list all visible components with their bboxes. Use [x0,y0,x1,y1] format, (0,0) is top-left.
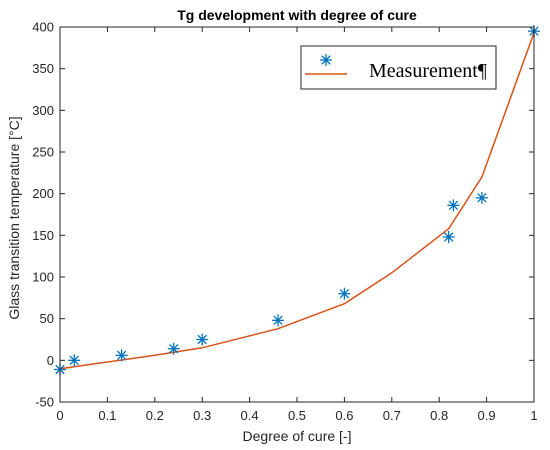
legend: Measurement¶ [300,45,497,90]
data-point-marker [442,231,455,243]
data-point-marker [475,191,488,204]
x-tick-label: 0.2 [146,408,164,423]
data-point-marker [272,314,285,327]
x-tick-label: 1 [530,408,537,423]
x-tick-label: 0.5 [288,408,306,423]
data-point-marker [167,342,180,355]
x-tick-label: 0.8 [430,408,448,423]
x-tick-label: 0.6 [335,408,353,423]
data-point-marker [115,349,128,362]
legend-box [300,45,497,90]
data-point-marker [68,354,81,367]
legend-asterisk [320,54,332,66]
x-tick-label: 0.4 [241,408,259,423]
y-tick-label: 100 [32,270,54,285]
y-tick-label: 400 [32,20,54,35]
x-tick-label: 0 [56,408,63,423]
chart-title: Tg development with degree of cure [177,7,417,23]
x-axis-label: Degree of cure [-] [243,428,352,444]
y-tick-label: 350 [32,61,54,76]
y-tick-label: 50 [40,311,54,326]
y-tick-label: 150 [32,228,54,243]
x-tick-label: 0.3 [193,408,211,423]
x-tick-label: 0.7 [383,408,401,423]
legend-asterisk-marker [320,54,332,66]
y-axis-label: Glass transition temperature [°C] [6,116,22,319]
x-tick-label: 0.1 [98,408,116,423]
data-point-marker [447,199,460,212]
legend-label-measurement: Measurement¶ [369,60,487,82]
data-point-marker [338,287,351,300]
fit-line [59,32,535,370]
y-tick-label: 250 [32,145,54,160]
series-layer [54,25,540,376]
data-point-marker [196,333,209,346]
y-tick-label: -50 [35,395,54,410]
y-tick-label: 200 [32,186,54,201]
axes-layer: 0 0.1 0.2 0.3 0.4 0.5 0.6 0.7 0.8 0.9 1-5005010015… [32,20,537,424]
y-tick-label: 300 [32,103,54,118]
y-tick-label: 0 [47,353,54,368]
x-tick-label: 0.9 [478,408,496,423]
